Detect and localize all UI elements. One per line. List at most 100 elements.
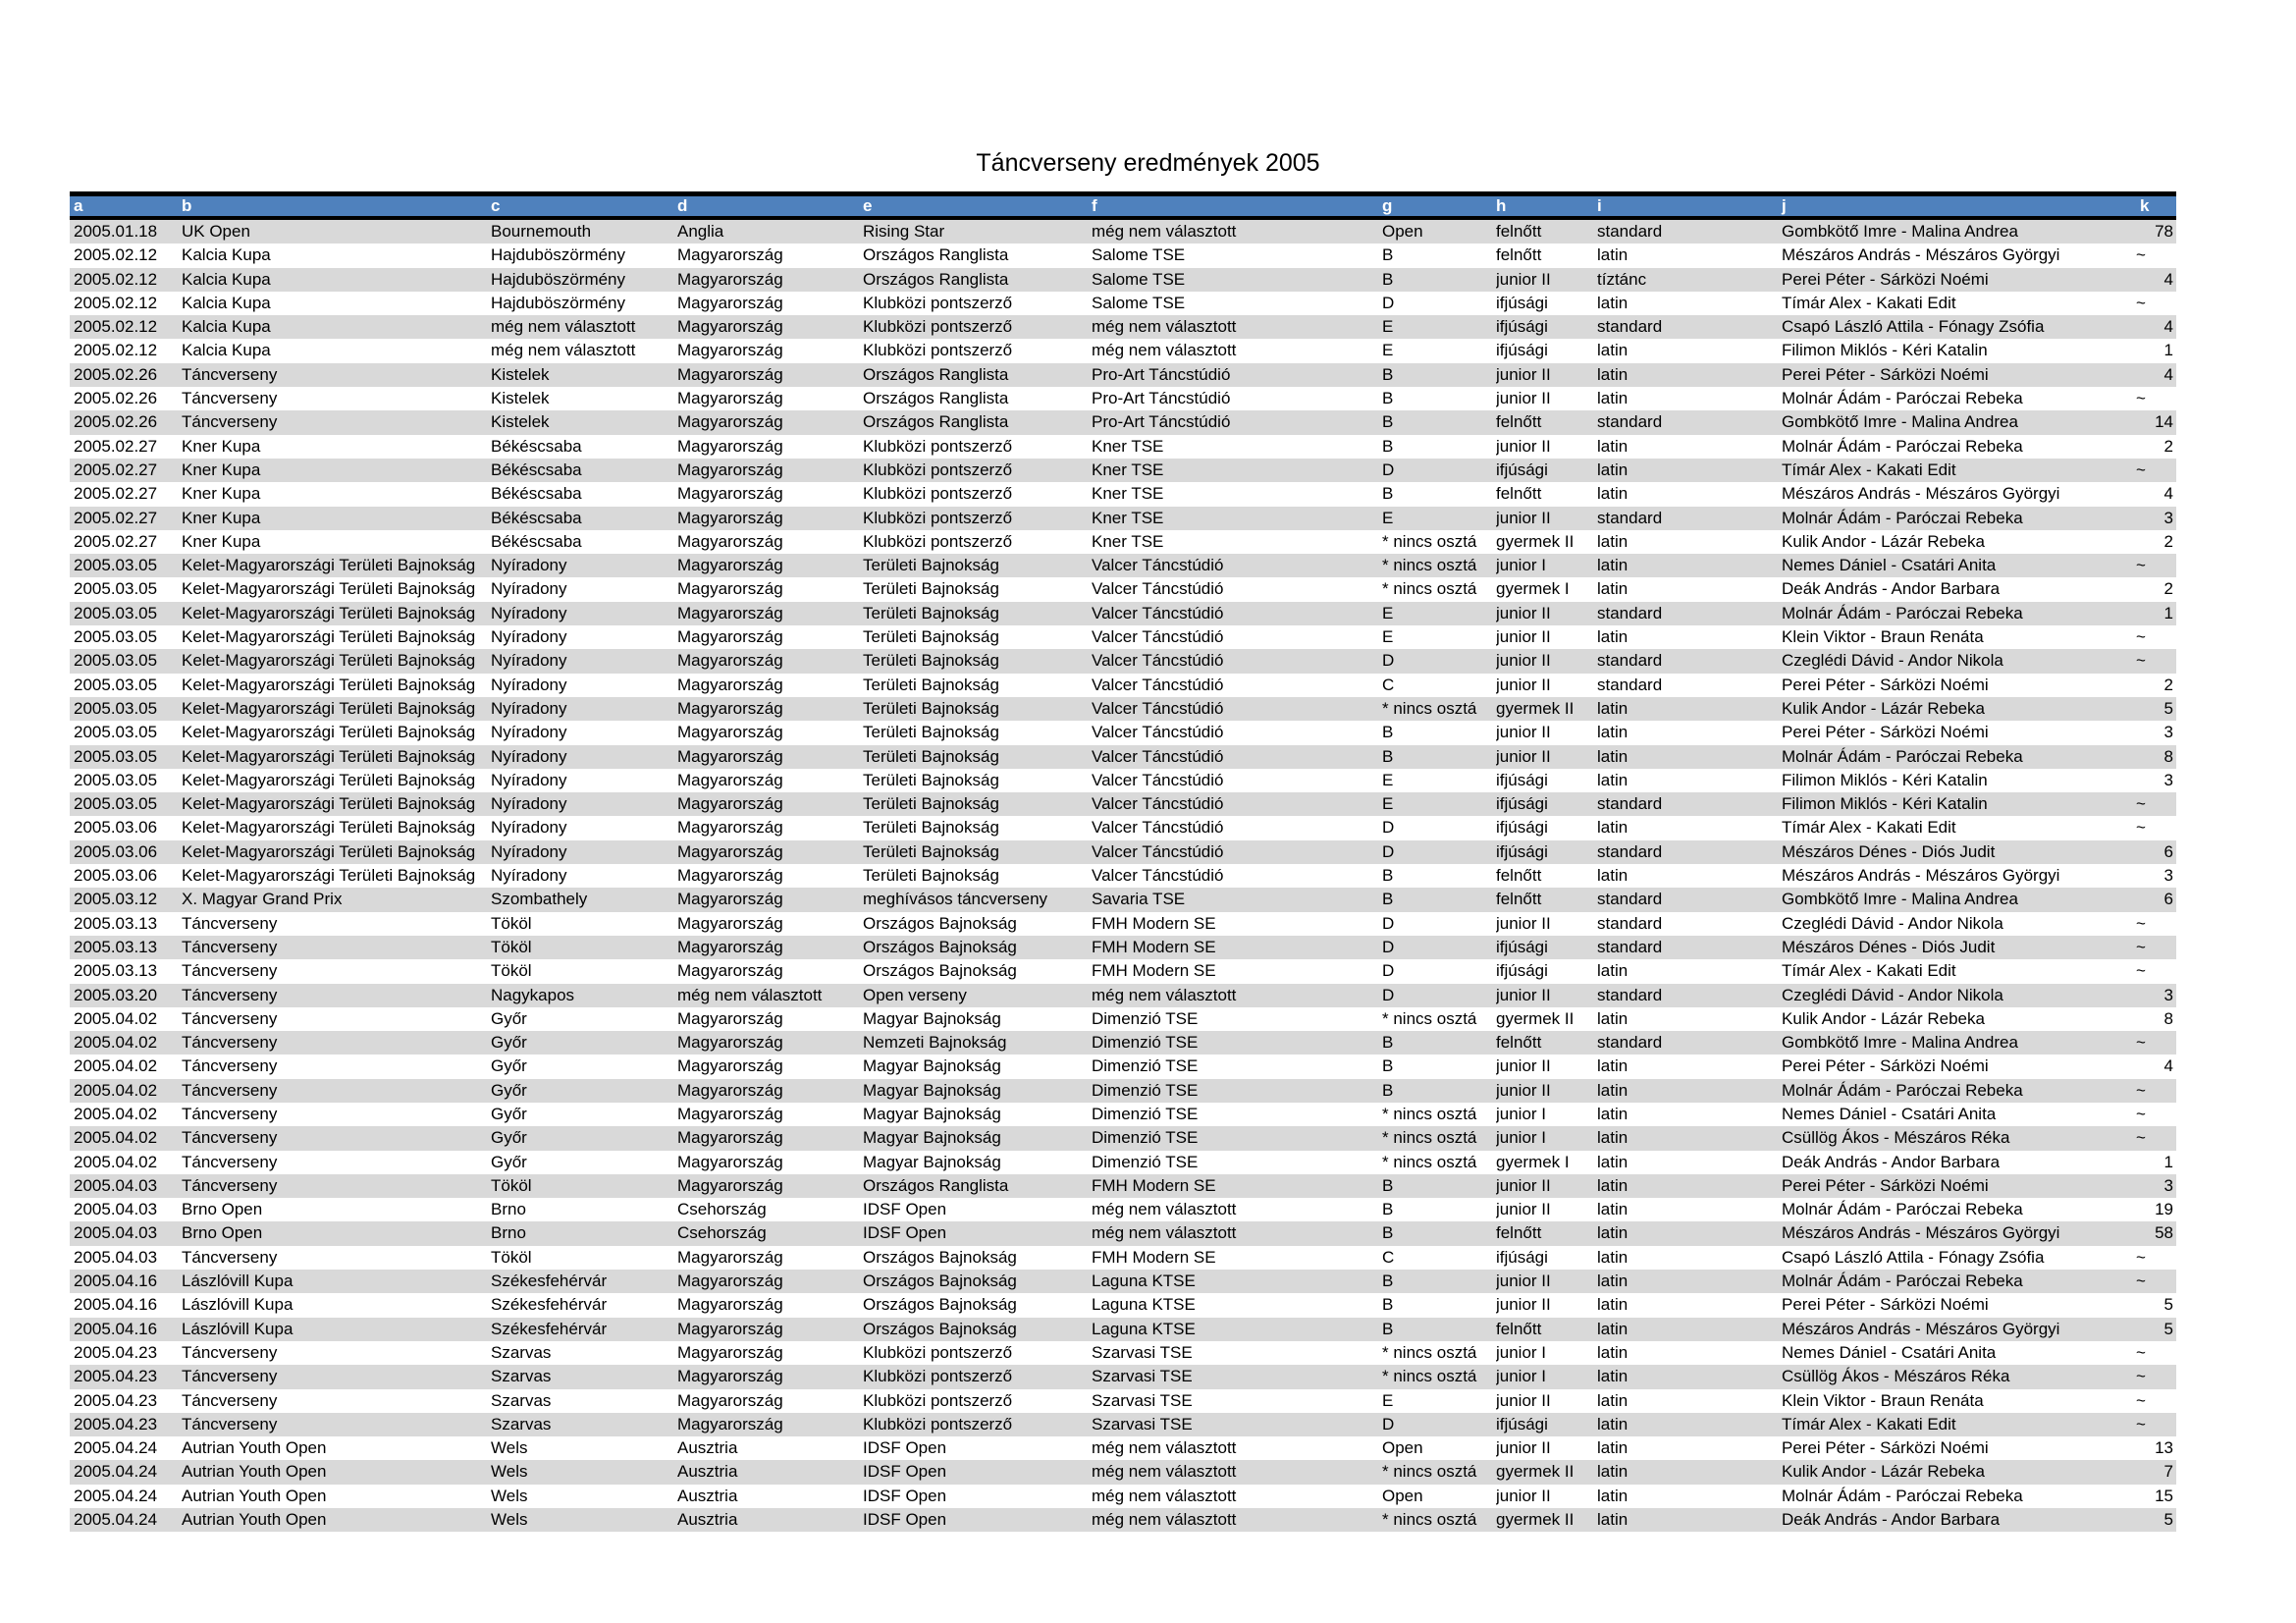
cell-date: 2005.03.05 xyxy=(74,746,158,766)
cell-couple: Nemes Dániel - Csatári Anita xyxy=(1782,1342,1997,1362)
table-row: 2005.04.23 Táncverseny Szarvas Magyarország… xyxy=(70,1341,2176,1365)
cell-class: D xyxy=(1382,1414,1395,1434)
cell-couple: Gombkötő Imre - Malina Andrea xyxy=(1782,890,2018,909)
cell-club: Szarvasi TSE xyxy=(1092,1342,1193,1362)
cell-country: Magyarország xyxy=(677,1319,783,1338)
cell-placement: ~ xyxy=(2136,1033,2146,1053)
table-row: 2005.03.05 Kelet-Magyarországi Területi B… xyxy=(70,649,2176,674)
cell-club: Dimenzió TSE xyxy=(1092,1128,1199,1148)
cell-couple: Perei Péter - Sárközi Noémi xyxy=(1782,1175,1989,1195)
cell-category: IDSF Open xyxy=(863,1462,947,1482)
cell-country: Magyarország xyxy=(677,245,783,265)
cell-age-group: junior II xyxy=(1496,913,1551,933)
cell-class: D xyxy=(1382,913,1395,933)
cell-class: E xyxy=(1382,794,1394,814)
cell-placement: 19 xyxy=(2155,1200,2173,1219)
cell-couple: Molnár Ádám - Paróczai Rebeka xyxy=(1782,1200,2023,1219)
cell-city: Székesfehérvár xyxy=(491,1271,608,1291)
cell-age-group: gyermek II xyxy=(1496,698,1575,718)
cell-placement: 3 xyxy=(2163,723,2173,742)
cell-country: Magyarország xyxy=(677,746,783,766)
cell-city: Nyíradony xyxy=(491,651,567,671)
cell-style: latin xyxy=(1597,746,1629,766)
cell-country: Magyarország xyxy=(677,937,783,956)
cell-style: latin xyxy=(1597,531,1629,551)
table-row: 2005.04.24 Autrian Youth Open Wels Ausztria… xyxy=(70,1460,2176,1485)
cell-couple: Kulik Andor - Lázár Rebeka xyxy=(1782,698,1985,718)
cell-couple: Czeglédi Dávid - Andor Nikola xyxy=(1782,985,2003,1004)
cell-couple: Gombkötő Imre - Malina Andrea xyxy=(1782,1033,2018,1053)
cell-city: Tököl xyxy=(491,961,532,981)
cell-style: latin xyxy=(1597,460,1629,479)
cell-date: 2005.02.26 xyxy=(74,389,158,408)
cell-class: B xyxy=(1382,1033,1394,1053)
cell-country: Magyarország xyxy=(677,389,783,408)
cell-style: latin xyxy=(1597,698,1629,718)
cell-date: 2005.02.26 xyxy=(74,412,158,432)
cell-date: 2005.02.27 xyxy=(74,460,158,479)
cell-style: latin xyxy=(1597,1462,1629,1482)
cell-category: Területi Bajnokság xyxy=(863,770,999,789)
cell-date: 2005.04.02 xyxy=(74,1152,158,1171)
cell-couple: Kulik Andor - Lázár Rebeka xyxy=(1782,1462,1985,1482)
cell-style: latin xyxy=(1597,1008,1629,1028)
cell-club: Pro-Art Táncstúdió xyxy=(1092,364,1231,384)
column-header-f: f xyxy=(1092,196,1097,215)
cell-age-group: junior II xyxy=(1496,364,1551,384)
cell-club: Szarvasi TSE xyxy=(1092,1390,1193,1410)
cell-couple: Molnár Ádám - Paróczai Rebeka xyxy=(1782,746,2023,766)
cell-age-group: gyermek II xyxy=(1496,1008,1575,1028)
cell-couple: Tímár Alex - Kakati Edit xyxy=(1782,1414,1956,1434)
cell-style: latin xyxy=(1597,245,1629,265)
cell-style: standard xyxy=(1597,913,1663,933)
cell-age-group: junior II xyxy=(1496,1390,1551,1410)
cell-city: Győr xyxy=(491,1008,527,1028)
cell-club: Dimenzió TSE xyxy=(1092,1104,1199,1123)
cell-competition: Táncverseny xyxy=(182,1104,278,1123)
table-row: 2005.03.05 Kelet-Magyarországi Területi B… xyxy=(70,696,2176,722)
cell-date: 2005.03.05 xyxy=(74,603,158,622)
cell-competition: UK Open xyxy=(182,222,250,241)
cell-city: Kistelek xyxy=(491,389,550,408)
cell-placement: 3 xyxy=(2163,866,2173,886)
cell-competition: Táncverseny xyxy=(182,1056,278,1076)
cell-city: Békéscsaba xyxy=(491,508,582,527)
table-row: 2005.03.05 Kelet-Magyarországi Területi B… xyxy=(70,601,2176,626)
cell-city: Tököl xyxy=(491,937,532,956)
cell-category: Országos Bajnokság xyxy=(863,1319,1017,1338)
cell-competition: Kalcia Kupa xyxy=(182,269,271,289)
cell-style: latin xyxy=(1597,961,1629,981)
cell-placement: 14 xyxy=(2155,412,2173,432)
cell-competition: Kalcia Kupa xyxy=(182,341,271,360)
cell-category: Open verseny xyxy=(863,985,967,1004)
cell-couple: Mészáros András - Mészáros Györgyi xyxy=(1782,484,2060,504)
cell-placement: ~ xyxy=(2136,651,2146,671)
cell-age-group: ifjúsági xyxy=(1496,937,1548,956)
cell-age-group: junior II xyxy=(1496,675,1551,694)
cell-placement: 4 xyxy=(2163,364,2173,384)
cell-country: Magyarország xyxy=(677,1342,783,1362)
cell-country: Magyarország xyxy=(677,460,783,479)
cell-age-group: junior II xyxy=(1496,1295,1551,1315)
cell-date: 2005.04.23 xyxy=(74,1414,158,1434)
cell-category: Klubközi pontszerző xyxy=(863,1390,1013,1410)
cell-country: Magyarország xyxy=(677,269,783,289)
cell-competition: Kalcia Kupa xyxy=(182,317,271,337)
cell-class: B xyxy=(1382,245,1394,265)
column-header-j: j xyxy=(1782,196,1787,215)
cell-category: Országos Bajnokság xyxy=(863,913,1017,933)
cell-date: 2005.04.02 xyxy=(74,1104,158,1123)
cell-style: standard xyxy=(1597,603,1663,622)
cell-style: latin xyxy=(1597,770,1629,789)
cell-couple: Mészáros András - Mészáros Györgyi xyxy=(1782,245,2060,265)
cell-placement: 4 xyxy=(2163,269,2173,289)
cell-class: * nincs osztá xyxy=(1382,579,1477,599)
cell-couple: Nemes Dániel - Csatári Anita xyxy=(1782,1104,1997,1123)
cell-city: Győr xyxy=(491,1033,527,1053)
cell-date: 2005.01.18 xyxy=(74,222,158,241)
cell-style: latin xyxy=(1597,1295,1629,1315)
cell-date: 2005.04.02 xyxy=(74,1080,158,1100)
cell-date: 2005.03.13 xyxy=(74,961,158,981)
cell-class: C xyxy=(1382,675,1395,694)
cell-placement: ~ xyxy=(2136,1247,2146,1267)
